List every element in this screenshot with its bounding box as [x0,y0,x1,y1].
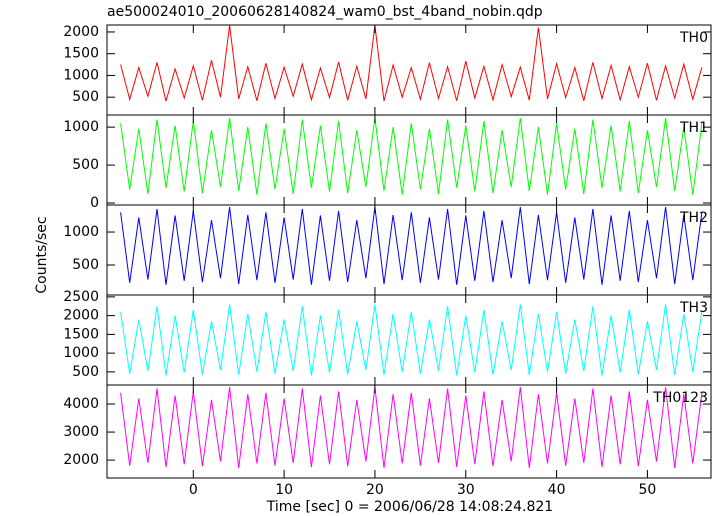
y-tick-label: 1000 [63,224,99,240]
y-tick-label: 1000 [63,345,99,361]
x-tick-label: 40 [548,482,566,498]
x-tick-label: 50 [639,482,657,498]
x-tick-label: 10 [275,482,293,498]
x-tick-label: 0 [189,482,198,498]
legend-label: TH2 [679,210,708,226]
y-tick-label: 500 [72,364,99,380]
y-tick-label: 4000 [63,396,99,412]
y-tick-label: 2000 [63,308,99,324]
y-tick-label: 500 [72,157,99,173]
y-tick-label: 1000 [63,67,99,83]
x-axis-label: Time [sec] 0 = 2006/06/28 14:08:24.821 [266,499,553,515]
series-line [120,117,703,195]
x-tick-label: 20 [366,482,384,498]
series-line [120,25,703,102]
y-axis-label: Counts/sec [34,216,50,293]
legend-label: TH3 [679,300,708,316]
panel-frame [106,204,712,296]
series-line [120,304,703,376]
legend-label: TH0 [679,30,708,46]
y-tick-label: 0 [90,195,99,211]
y-tick-label: 500 [72,89,99,105]
chart-title: ae500024010_20060628140824_wam0_bst_4ban… [107,4,543,20]
y-tick-label: 500 [72,257,99,273]
series-line [120,387,703,468]
panel-frame [106,24,712,116]
y-tick-label: 3000 [63,424,99,440]
panel-frame [106,384,712,479]
y-tick-label: 2000 [63,24,99,40]
legend-label: TH1 [679,120,708,136]
y-tick-label: 2000 [63,452,99,468]
x-tick-label: 30 [457,482,475,498]
y-tick-label: 2500 [63,289,99,305]
legend-label: TH0123 [652,390,708,406]
y-tick-label: 1500 [63,326,99,342]
y-tick-label: 1000 [63,119,99,135]
series-line [120,206,703,285]
y-tick-label: 1500 [63,46,99,62]
